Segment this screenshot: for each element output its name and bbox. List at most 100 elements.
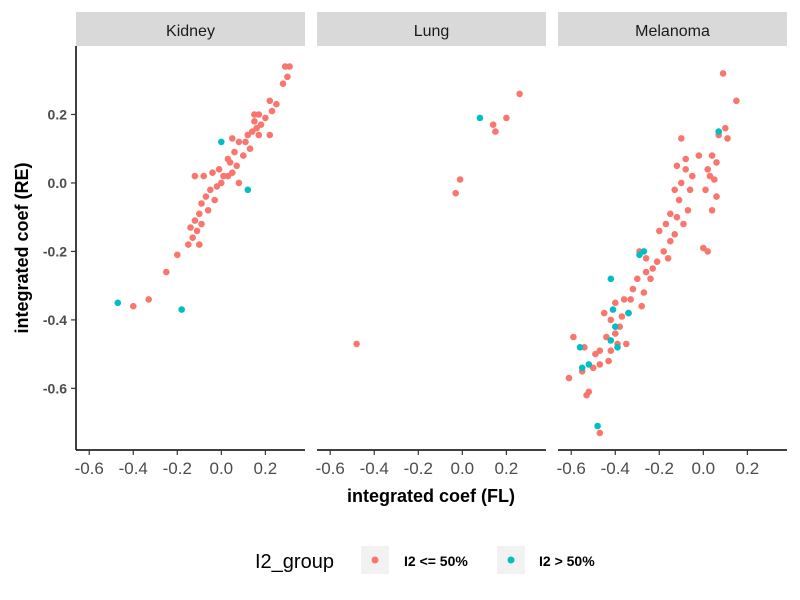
data-point bbox=[286, 63, 293, 70]
data-point bbox=[279, 80, 287, 87]
facet-strip-label: Kidney bbox=[166, 23, 215, 40]
data-point bbox=[636, 251, 643, 259]
data-point bbox=[594, 422, 601, 430]
data-point bbox=[700, 244, 707, 252]
data-point bbox=[218, 138, 225, 146]
data-point bbox=[196, 210, 203, 218]
data-point bbox=[686, 186, 694, 194]
data-point bbox=[667, 210, 674, 218]
data-point bbox=[607, 337, 615, 344]
facet-panels: Kidney -0.6 -0.4 -0.2 0.0 0.2 -0.6 -0.4 -0.2 0.0 0… bbox=[43, 12, 787, 478]
facet-strip-lung bbox=[317, 12, 546, 46]
data-point bbox=[187, 224, 194, 231]
data-point bbox=[585, 361, 593, 368]
data-point bbox=[200, 172, 207, 180]
data-point bbox=[284, 73, 291, 81]
data-point bbox=[476, 114, 484, 122]
data-point bbox=[262, 114, 269, 122]
data-point bbox=[244, 186, 252, 194]
data-point bbox=[678, 135, 685, 142]
legend-label: I2 <= 50% bbox=[404, 553, 468, 569]
data-point bbox=[492, 128, 499, 135]
legend-label: I2 > 50% bbox=[539, 553, 595, 569]
x-tick-label: -0.4 bbox=[360, 459, 389, 478]
data-point bbox=[689, 172, 696, 180]
data-point bbox=[673, 162, 681, 170]
data-point bbox=[452, 189, 460, 197]
data-point bbox=[189, 234, 196, 241]
data-point bbox=[614, 344, 621, 351]
data-point bbox=[242, 138, 249, 146]
data-point bbox=[678, 179, 685, 187]
data-point bbox=[702, 186, 709, 194]
facet-strip-label: Lung bbox=[414, 23, 450, 40]
data-point bbox=[607, 275, 615, 283]
data-point bbox=[660, 248, 667, 255]
x-tick-label: -0.6 bbox=[75, 459, 104, 478]
data-point bbox=[642, 268, 650, 276]
x-tick-label: -0.6 bbox=[557, 459, 586, 478]
data-point bbox=[682, 166, 689, 173]
data-point bbox=[708, 152, 716, 159]
data-point bbox=[722, 124, 729, 132]
data-point bbox=[220, 172, 227, 180]
y-axis-title: integrated coef (RE) bbox=[12, 162, 32, 333]
data-point bbox=[612, 330, 619, 337]
x-tick-label: -0.2 bbox=[404, 459, 433, 478]
data-point bbox=[233, 162, 240, 170]
data-point bbox=[673, 213, 681, 221]
data-point bbox=[642, 254, 650, 262]
data-point bbox=[682, 155, 689, 163]
data-point bbox=[607, 316, 615, 324]
data-point bbox=[251, 111, 258, 118]
data-point bbox=[244, 131, 252, 139]
data-point bbox=[618, 313, 626, 320]
data-point bbox=[583, 391, 590, 399]
data-point bbox=[623, 340, 630, 348]
x-tick-label: -0.2 bbox=[163, 459, 192, 478]
x-tick-label: 0.2 bbox=[495, 459, 519, 478]
data-point bbox=[578, 364, 586, 372]
data-point bbox=[204, 207, 212, 214]
facet-strip-melanoma bbox=[558, 12, 787, 46]
y-tick-label: -0.2 bbox=[43, 243, 67, 259]
data-point bbox=[198, 200, 205, 207]
data-point bbox=[684, 207, 692, 214]
data-point bbox=[653, 258, 661, 266]
data-point bbox=[713, 159, 720, 166]
data-point bbox=[664, 254, 672, 262]
x-tick-label: -0.4 bbox=[601, 459, 630, 478]
data-point bbox=[231, 148, 238, 156]
data-point bbox=[178, 306, 185, 313]
data-point bbox=[246, 145, 254, 152]
data-point bbox=[226, 159, 234, 166]
data-point bbox=[240, 152, 247, 159]
data-point bbox=[229, 135, 236, 142]
data-point bbox=[671, 186, 678, 194]
facet-panel-kidney: Kidney -0.6 -0.4 -0.2 0.0 0.2 -0.6 -0.4 -0.2 0.0 0… bbox=[43, 12, 305, 478]
data-point bbox=[675, 196, 683, 204]
data-point bbox=[191, 172, 199, 180]
data-point bbox=[656, 227, 663, 235]
data-point bbox=[620, 296, 628, 303]
data-point bbox=[163, 268, 170, 276]
data-point bbox=[600, 309, 608, 317]
data-point bbox=[576, 344, 584, 351]
data-point bbox=[708, 207, 716, 214]
x-tick-label: 0.0 bbox=[451, 459, 475, 478]
facet-strip-kidney bbox=[76, 12, 305, 46]
x-tick-label: -0.4 bbox=[119, 459, 148, 478]
data-point bbox=[565, 374, 573, 382]
data-point bbox=[724, 135, 731, 142]
data-point bbox=[516, 90, 523, 98]
data-point bbox=[680, 220, 687, 228]
data-point bbox=[191, 217, 199, 224]
x-tick-label: -0.2 bbox=[645, 459, 674, 478]
x-tick-label: 0.2 bbox=[254, 459, 278, 478]
data-point bbox=[625, 309, 632, 317]
data-point bbox=[202, 193, 210, 200]
data-point bbox=[185, 241, 192, 248]
data-point bbox=[647, 275, 654, 283]
data-point bbox=[130, 302, 137, 310]
